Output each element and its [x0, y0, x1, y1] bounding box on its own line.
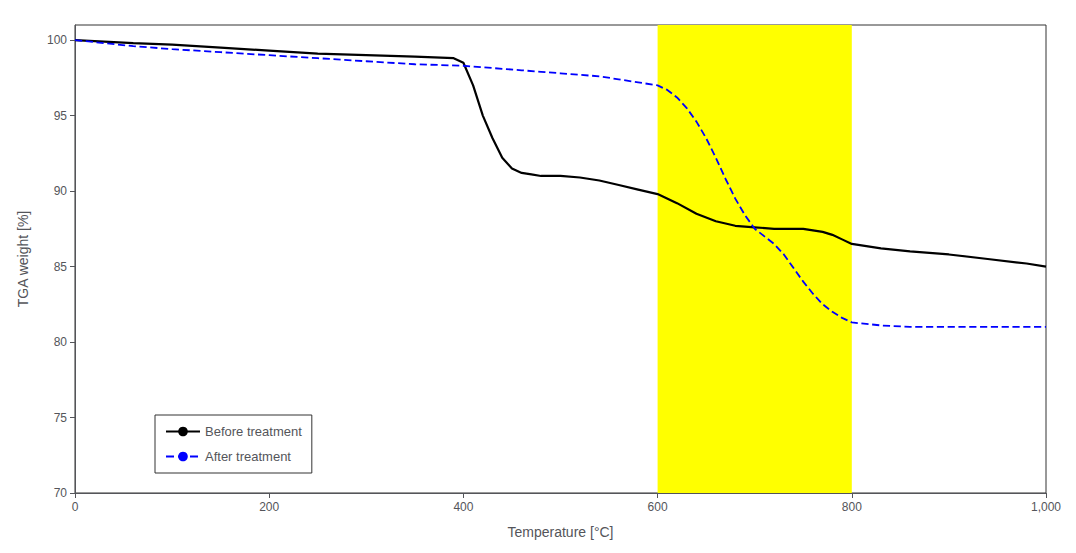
- svg-text:800: 800: [842, 500, 862, 514]
- svg-text:90: 90: [54, 184, 68, 198]
- svg-text:1,000: 1,000: [1031, 500, 1061, 514]
- svg-text:75: 75: [54, 411, 68, 425]
- svg-text:200: 200: [259, 500, 279, 514]
- svg-text:95: 95: [54, 109, 68, 123]
- svg-text:100: 100: [47, 33, 67, 47]
- svg-text:80: 80: [54, 335, 68, 349]
- svg-text:Before treatment: Before treatment: [205, 424, 302, 439]
- svg-text:Temperature [°C]: Temperature [°C]: [508, 524, 614, 540]
- svg-text:0: 0: [72, 500, 79, 514]
- svg-text:After treatment: After treatment: [205, 449, 291, 464]
- svg-text:400: 400: [453, 500, 473, 514]
- svg-text:TGA weight [%]: TGA weight [%]: [15, 211, 31, 307]
- svg-text:85: 85: [54, 260, 68, 274]
- svg-text:70: 70: [54, 486, 68, 500]
- svg-text:600: 600: [648, 500, 668, 514]
